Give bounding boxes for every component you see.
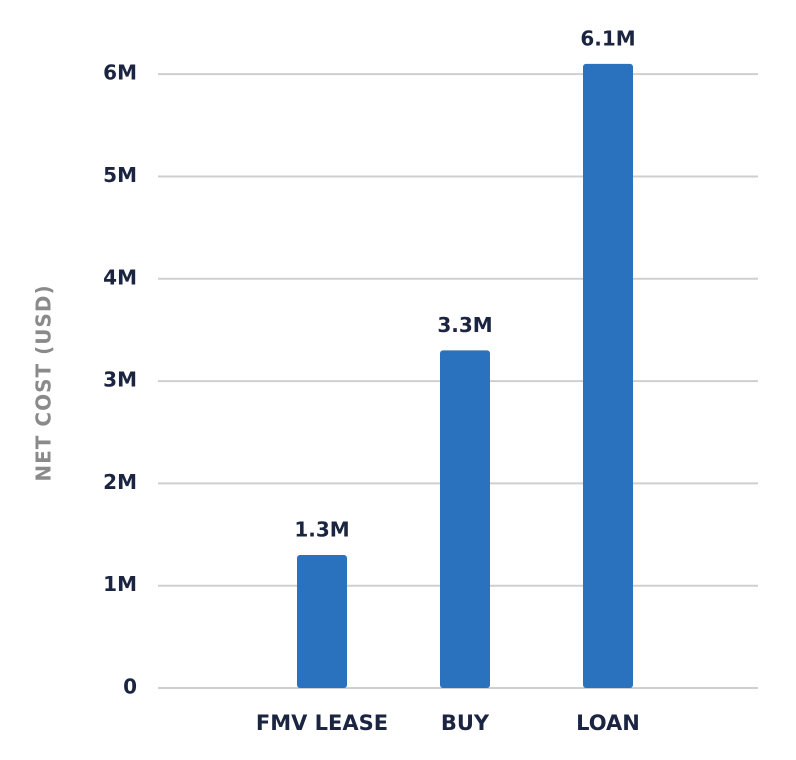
x-tick-label: BUY xyxy=(441,711,490,735)
value-label: 1.3M xyxy=(294,518,349,542)
y-tick-label: 0 xyxy=(123,675,137,699)
value-label: 3.3M xyxy=(437,313,492,337)
y-tick-label: 3M xyxy=(103,368,137,392)
bar xyxy=(297,555,347,688)
bar xyxy=(583,63,633,688)
y-tick-label: 1M xyxy=(103,572,137,596)
y-tick-label: 5M xyxy=(103,163,137,187)
x-tick-label: FMV LEASE xyxy=(256,711,388,735)
y-tick-label: 2M xyxy=(103,470,137,494)
y-tick-label: 6M xyxy=(103,61,137,85)
x-tick-label: LOAN xyxy=(576,711,640,735)
bar xyxy=(440,350,490,688)
y-tick-label: 4M xyxy=(103,265,137,289)
y-axis-label: NET COST (USD) xyxy=(32,284,56,481)
value-label: 6.1M xyxy=(580,26,635,50)
